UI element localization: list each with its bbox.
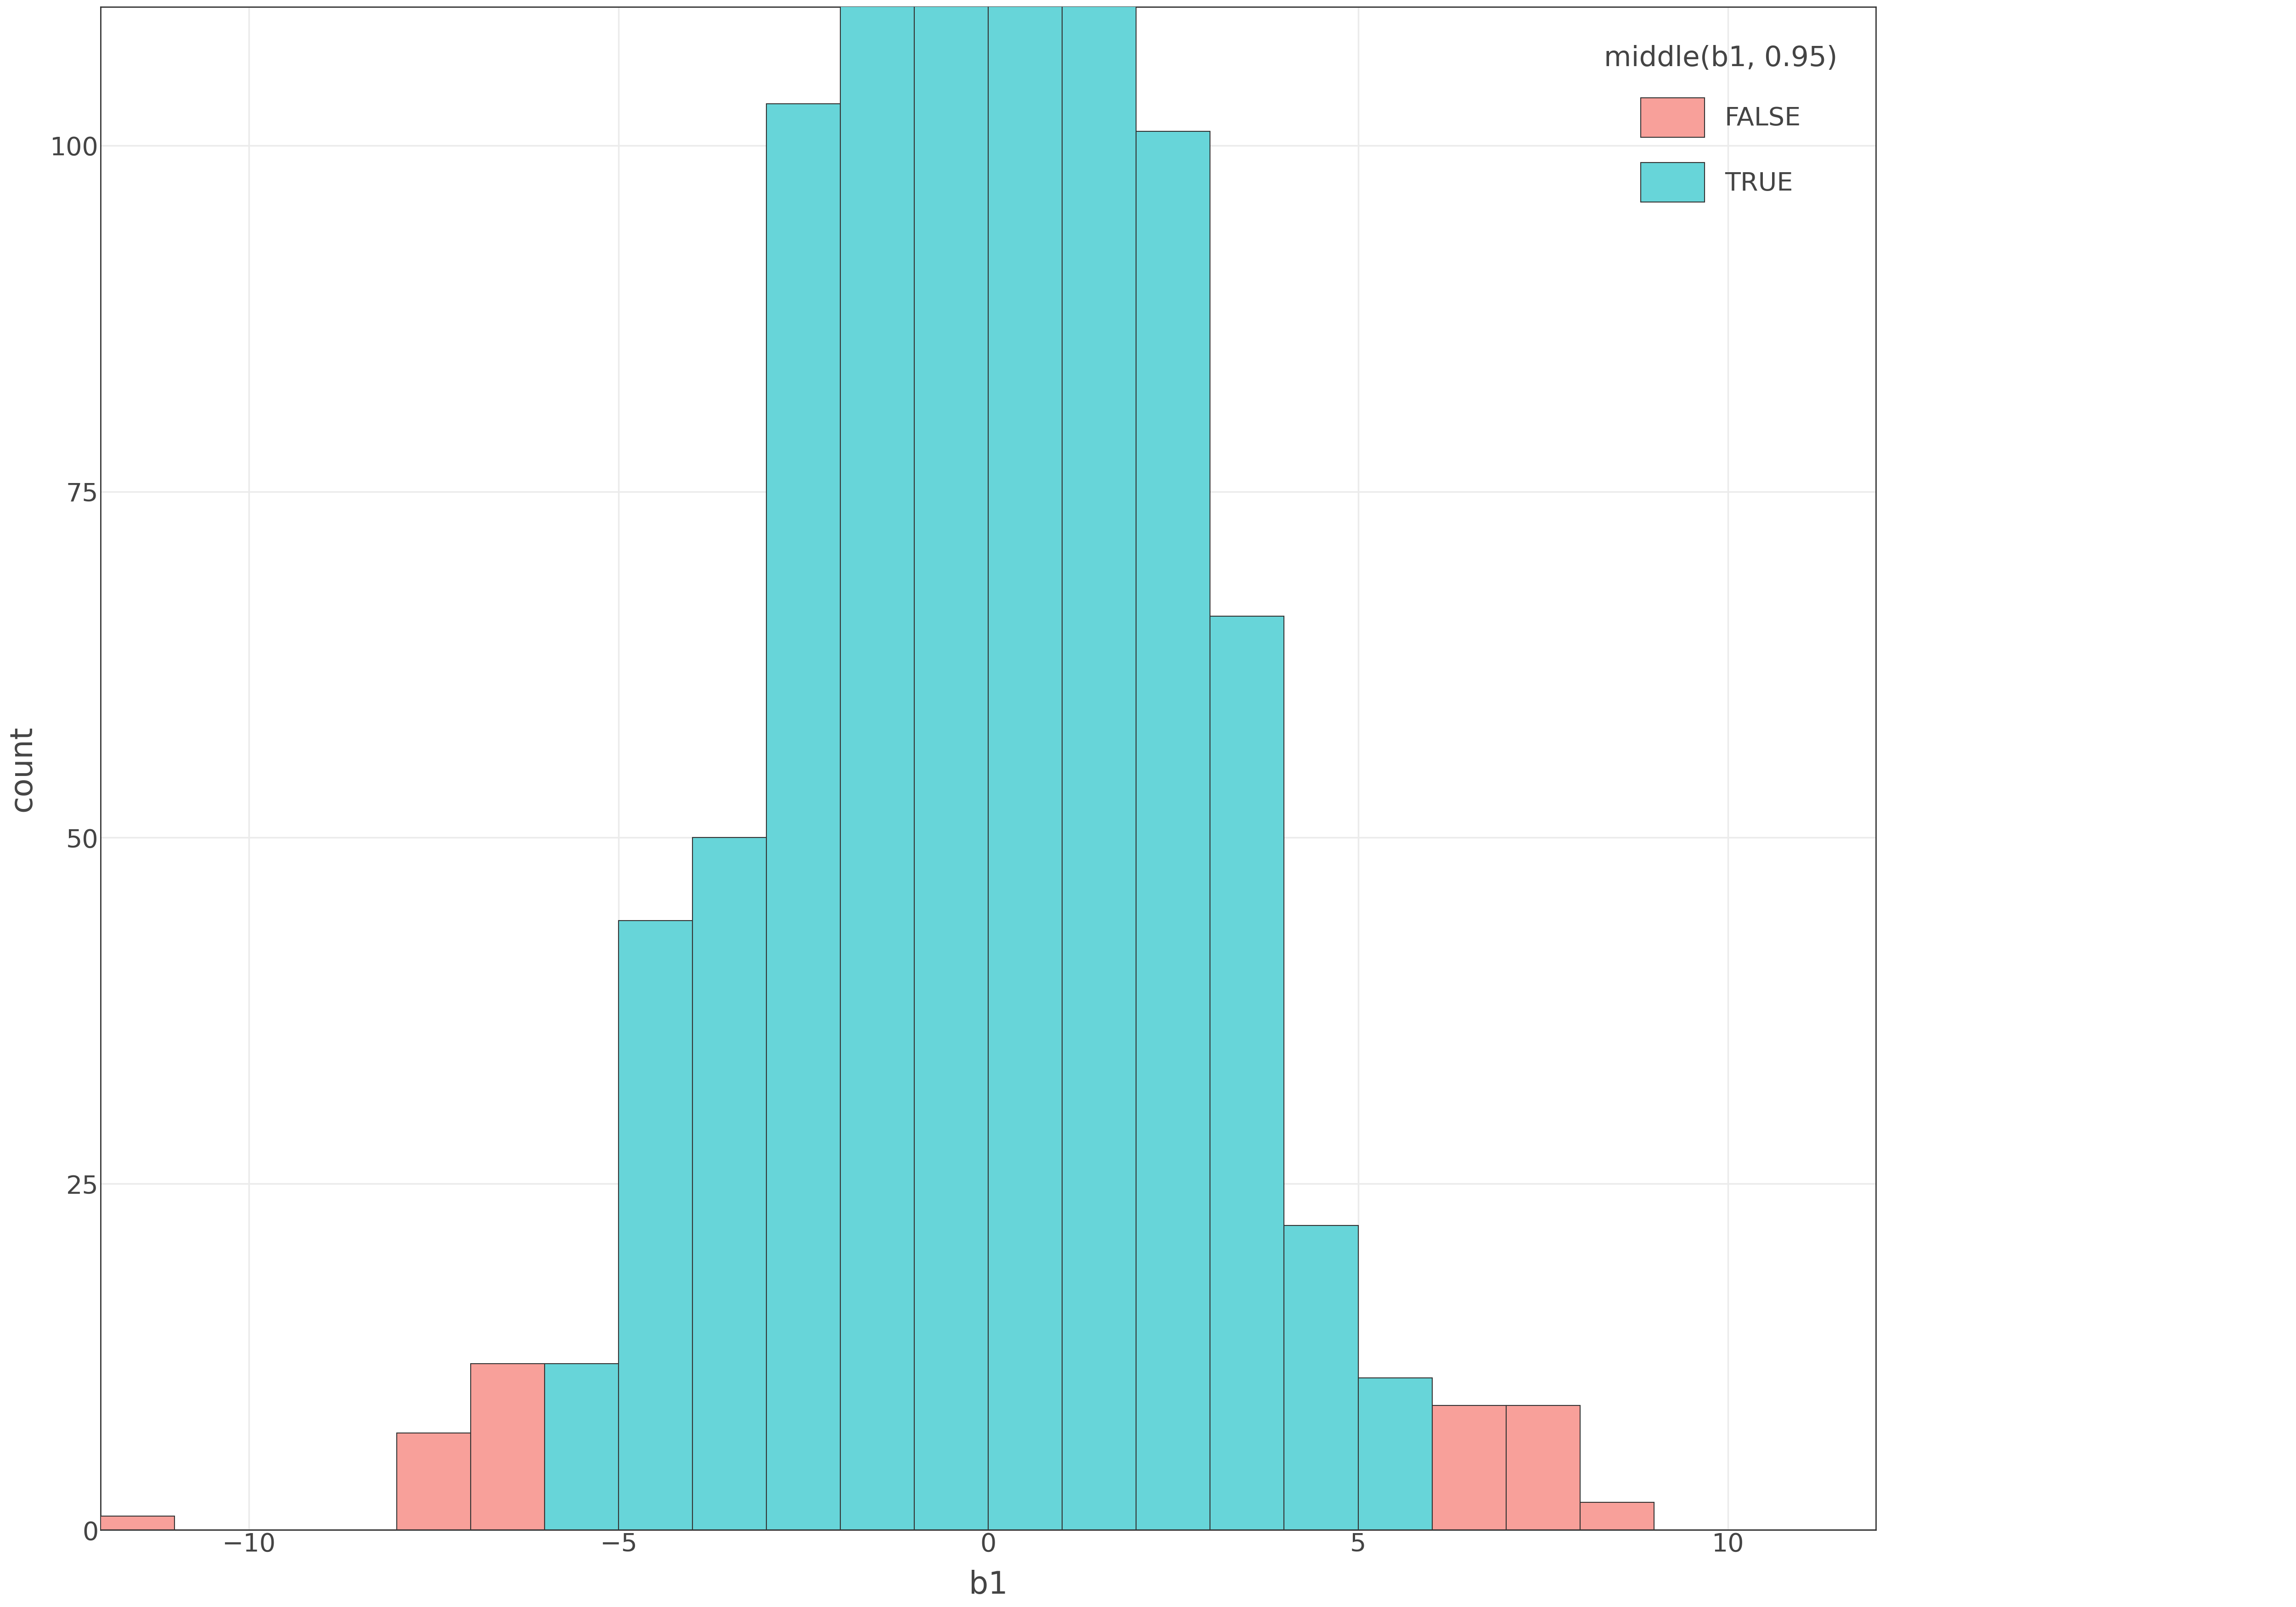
Bar [840,0,914,1530]
Bar [1137,132,1210,1530]
X-axis label: b1: b1 [969,1570,1008,1601]
Bar [544,1364,618,1530]
Legend: FALSE, TRUE: FALSE, TRUE [1580,19,1862,228]
Bar [693,837,767,1530]
Bar [1210,615,1283,1530]
Bar [397,1433,471,1530]
Y-axis label: count: count [7,725,37,812]
Bar [987,0,1063,1530]
Bar [1359,1475,1433,1530]
Bar [1283,1226,1359,1530]
Bar [914,0,987,1530]
Bar [544,1461,618,1530]
Bar [1359,1377,1433,1530]
Bar [1433,1406,1506,1530]
Bar [1580,1503,1653,1530]
Bar [101,1515,174,1530]
Bar [618,921,693,1530]
Bar [1506,1406,1580,1530]
Bar [471,1364,544,1530]
Bar [1063,0,1137,1530]
Bar [767,104,840,1530]
